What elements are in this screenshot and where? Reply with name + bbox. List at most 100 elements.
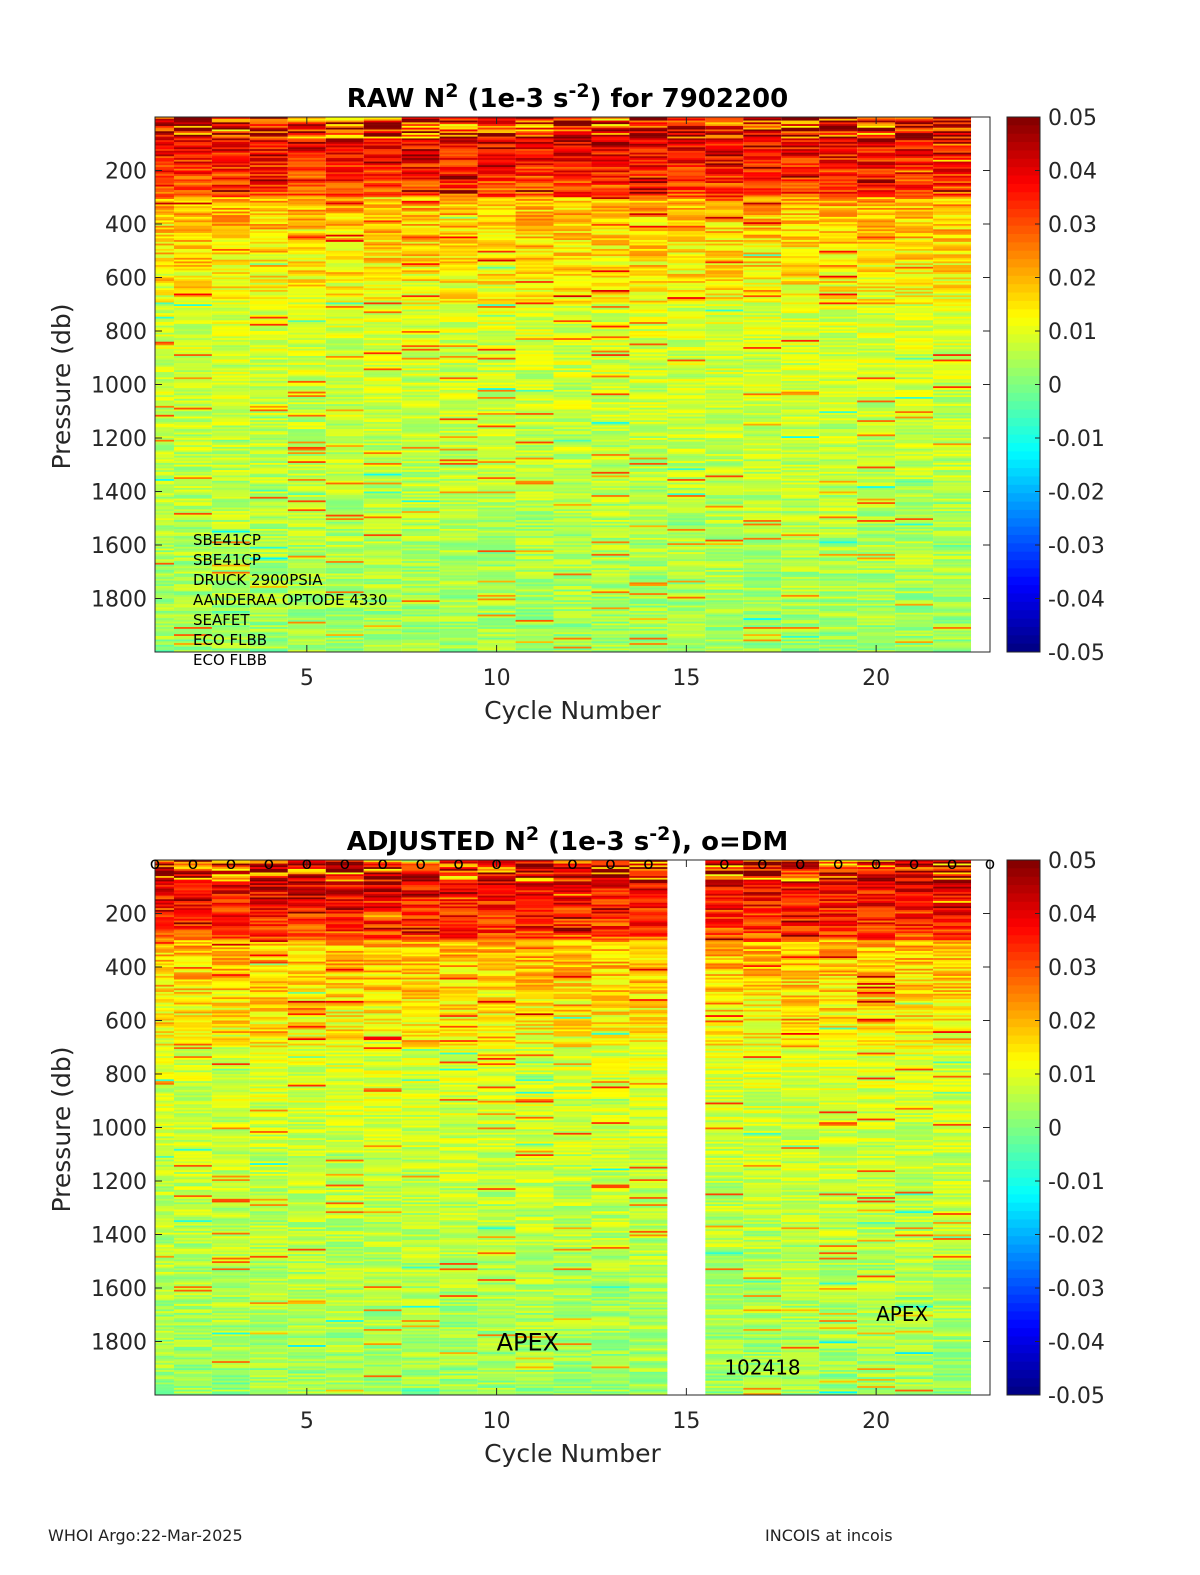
xtick-label: 10 — [483, 1409, 511, 1434]
ytick-label: 1200 — [91, 1170, 147, 1195]
colorbar-tick-label: 0.02 — [1048, 267, 1097, 292]
colorbar-segment — [1007, 1177, 1040, 1187]
colorbar-segment — [1007, 384, 1040, 394]
colorbar-segment — [1007, 367, 1040, 377]
cycle-column-18 — [781, 860, 820, 1396]
cycle-column-1 — [155, 860, 174, 1396]
cycle-column-8 — [401, 860, 440, 1396]
colorbar-segment — [1007, 217, 1040, 227]
colorbar-tick-label: 0.04 — [1048, 903, 1097, 928]
colorbar-segment — [1007, 183, 1040, 193]
footer-right: INCOIS at incois — [765, 1526, 893, 1545]
cycle-column-8 — [401, 117, 440, 653]
colorbar-tick-label: -0.04 — [1048, 1331, 1105, 1356]
xtick-label: 15 — [672, 666, 700, 691]
colorbar-segment — [1007, 576, 1040, 586]
cycle-column-11 — [515, 117, 554, 653]
cycle-column-5 — [287, 860, 326, 1396]
colorbar-segment — [1007, 1286, 1040, 1296]
cycle-column-19 — [819, 117, 858, 653]
colorbar-segment — [1007, 125, 1040, 135]
colorbar-segment — [1007, 392, 1040, 402]
colorbar-segment — [1007, 484, 1040, 494]
cycle-column-6 — [325, 117, 364, 653]
y-axis-label: Pressure (db) — [47, 304, 76, 470]
annotation-label: 102418 — [724, 1355, 800, 1379]
colorbar-segment — [1007, 893, 1040, 903]
colorbar-segment — [1007, 417, 1040, 427]
dm-marker: o — [567, 854, 577, 874]
cycle-column-2 — [173, 860, 212, 1396]
dm-marker: o — [985, 854, 995, 874]
colorbar-segment — [1007, 1336, 1040, 1346]
colorbar-segment — [1007, 208, 1040, 218]
colorbar-segment — [1007, 1328, 1040, 1337]
cycle-column-9 — [439, 860, 478, 1396]
colorbar-segment — [1007, 885, 1040, 894]
colorbar-segment — [1007, 1085, 1040, 1095]
heatmap — [155, 117, 972, 653]
colorbar-segment — [1007, 968, 1040, 978]
cycle-column-17 — [743, 860, 782, 1396]
cycle-column-6 — [325, 860, 364, 1396]
panel-adjusted: 200 400 600 800 1000 1200 1400 1600 1800 5 10 15 20 C… — [47, 823, 1105, 1468]
colorbar-segment — [1007, 1002, 1040, 1011]
colorbar-segment — [1007, 951, 1040, 961]
colorbar-tick-label: -0.02 — [1048, 1224, 1105, 1249]
colorbar-segment — [1007, 1186, 1040, 1195]
colorbar-segment — [1007, 1160, 1040, 1170]
colorbar-segment — [1007, 643, 1040, 653]
dm-marker: o — [264, 854, 274, 874]
colorbar-segment — [1007, 601, 1040, 611]
cycle-column-20 — [857, 860, 896, 1396]
ytick-label: 1800 — [91, 588, 147, 613]
colorbar-segment — [1007, 175, 1040, 185]
cycle-column-1 — [155, 117, 174, 653]
colorbar-tick-label: 0.03 — [1048, 213, 1097, 238]
ytick-label: 1200 — [91, 427, 147, 452]
colorbar-segment — [1007, 526, 1040, 536]
colorbar-segment — [1007, 1119, 1040, 1128]
xtick-label: 5 — [300, 1409, 314, 1434]
cycle-column-2 — [173, 117, 212, 653]
colorbar-segment — [1007, 300, 1040, 310]
cycle-column-17 — [743, 117, 782, 653]
colorbar-segment — [1007, 610, 1040, 619]
colorbar-tick-label: -0.04 — [1048, 588, 1105, 613]
colorbar-segment — [1007, 117, 1040, 126]
colorbar-segment — [1007, 167, 1040, 176]
colorbar-segment — [1007, 451, 1040, 461]
ytick-label: 1000 — [91, 1117, 147, 1142]
dm-marker: o — [378, 854, 388, 874]
sensor-label: SBE41CP — [193, 551, 261, 569]
colorbar-segment — [1007, 1018, 1040, 1028]
colorbar: 0.05 0.04 0.03 0.02 0.01 0 -0.01 -0.02 -0.03 -0.0… — [1006, 849, 1105, 1409]
ytick-label: 1000 — [91, 374, 147, 399]
cycle-column-16 — [705, 860, 744, 1396]
dm-marker: o — [491, 854, 501, 874]
colorbar-segment — [1007, 1152, 1040, 1162]
colorbar-segment — [1007, 1102, 1040, 1112]
colorbar-segment — [1007, 568, 1040, 578]
colorbar-tick-label: 0 — [1048, 1117, 1062, 1142]
xtick-label: 5 — [300, 666, 314, 691]
colorbar-segment — [1007, 1353, 1040, 1362]
cycle-column-7 — [363, 860, 402, 1396]
ytick-label: 200 — [105, 903, 147, 928]
colorbar-tick-label: 0.05 — [1048, 849, 1097, 874]
dm-marker: o — [226, 854, 236, 874]
cycle-column-3 — [211, 117, 250, 653]
colorbar-segment — [1007, 443, 1040, 452]
colorbar-segment — [1007, 1010, 1040, 1020]
colorbar-segment — [1007, 376, 1040, 385]
dm-marker: o — [719, 854, 729, 874]
cycle-column-18 — [781, 117, 820, 653]
colorbar-segment — [1007, 1252, 1040, 1262]
colorbar-segment — [1007, 1294, 1040, 1304]
cycle-column-19 — [819, 860, 858, 1396]
colorbar-segment — [1007, 1110, 1040, 1120]
colorbar-segment — [1007, 1035, 1040, 1045]
colorbar-segment — [1007, 250, 1040, 260]
colorbar-segment — [1007, 192, 1040, 201]
